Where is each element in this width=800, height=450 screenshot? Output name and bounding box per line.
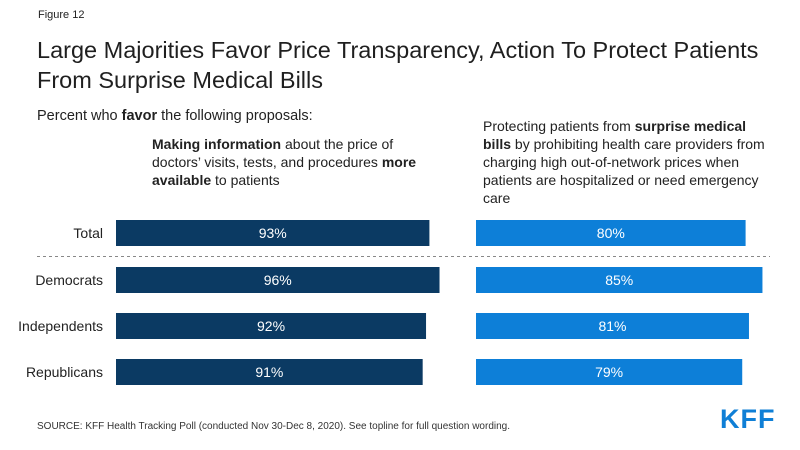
figure-label: Figure 12 — [38, 9, 85, 21]
category-label: Independents — [18, 318, 103, 334]
bar — [476, 359, 743, 385]
data-label: 92% — [257, 318, 285, 334]
bar-chart: Total 93% 80% Democrats 96% 85% Independents 92… — [18, 220, 770, 385]
category-label: Republicans — [26, 364, 103, 380]
column-header-part: more available — [152, 154, 417, 188]
kff-logo: KFF — [720, 404, 776, 434]
subtitle-bold: favor — [121, 108, 158, 124]
source-note: SOURCE: KFF Health Tracking Poll (conduc… — [37, 421, 511, 432]
column-header-part: by prohibiting health care providers fro… — [483, 136, 765, 206]
data-label: 79% — [595, 364, 623, 380]
bar — [116, 359, 423, 385]
data-label: 93% — [259, 225, 287, 241]
column-header-price-info: Making information about the price of do… — [152, 135, 422, 189]
chart-subtitle: Percent who favor the following proposal… — [37, 108, 313, 124]
subtitle-pre: Percent who — [37, 108, 122, 124]
data-label: 80% — [597, 225, 625, 241]
column-header-part: surprise medical bills — [483, 118, 747, 152]
column-header-part: Protecting patients from — [483, 118, 635, 134]
column-header-surprise-bills: Protecting patients from surprise medica… — [483, 117, 773, 207]
bar — [116, 220, 430, 246]
data-label: 96% — [264, 272, 292, 288]
data-label: 81% — [598, 318, 626, 334]
category-label: Democrats — [35, 272, 103, 288]
bar — [116, 313, 427, 339]
bar — [476, 313, 749, 339]
category-label: Total — [73, 225, 103, 241]
bar — [476, 267, 763, 293]
data-label: 85% — [605, 272, 633, 288]
chart-title: Large Majorities Favor Price Transparenc… — [37, 37, 759, 93]
column-header-part: about the price of doctors’ visits, test… — [152, 136, 394, 170]
column-header-part: to patients — [211, 172, 280, 188]
column-header-part: Making information — [152, 136, 282, 152]
data-label: 91% — [255, 364, 283, 380]
bar — [476, 220, 746, 246]
subtitle-post: the following proposals: — [157, 108, 313, 124]
bar — [116, 267, 440, 293]
